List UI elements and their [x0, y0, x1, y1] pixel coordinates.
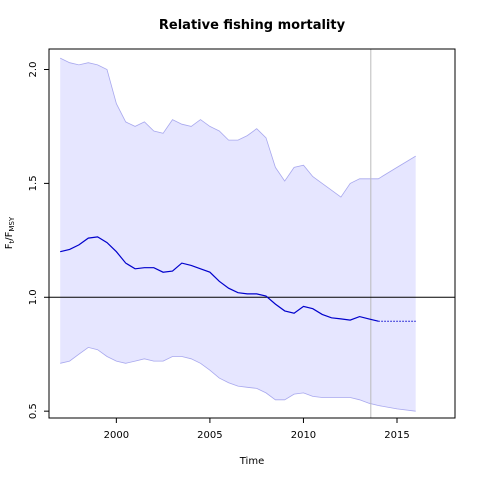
- plot-area: [49, 49, 455, 418]
- confidence-band: [60, 58, 416, 412]
- x-tick-label: 2015: [384, 430, 409, 441]
- confidence-band-lower: [60, 346, 416, 412]
- y-tick-label: 1.0: [28, 289, 39, 305]
- y-axis-label-slash: /F: [4, 231, 15, 240]
- y-tick-label: 1.5: [28, 175, 39, 191]
- plot-frame: [48, 48, 456, 419]
- x-tick-label: 2010: [291, 430, 316, 441]
- confidence-band-upper: [60, 57, 416, 198]
- y-axis-label-sub1: t: [8, 240, 16, 243]
- y-axis-label: Ft/FMSY: [4, 216, 16, 249]
- chart-title: Relative fishing mortality: [159, 18, 346, 33]
- x-tick-label: 2005: [197, 430, 222, 441]
- y-tick-label: 2.0: [28, 62, 39, 78]
- estimate-line: [60, 236, 379, 322]
- y-axis-label-main: F: [4, 243, 15, 249]
- x-tick-label: 2000: [104, 430, 129, 441]
- x-axis-label: Time: [239, 456, 264, 467]
- y-tick-label: 0.5: [28, 403, 39, 419]
- y-axis: 0.5 1.0 1.5 2.0: [28, 62, 49, 419]
- y-axis-label-sub2: MSY: [8, 216, 16, 231]
- x-axis: 2000 2005 2010 2015: [104, 418, 410, 441]
- svg-text:Ft/FMSY: Ft/FMSY: [4, 216, 16, 249]
